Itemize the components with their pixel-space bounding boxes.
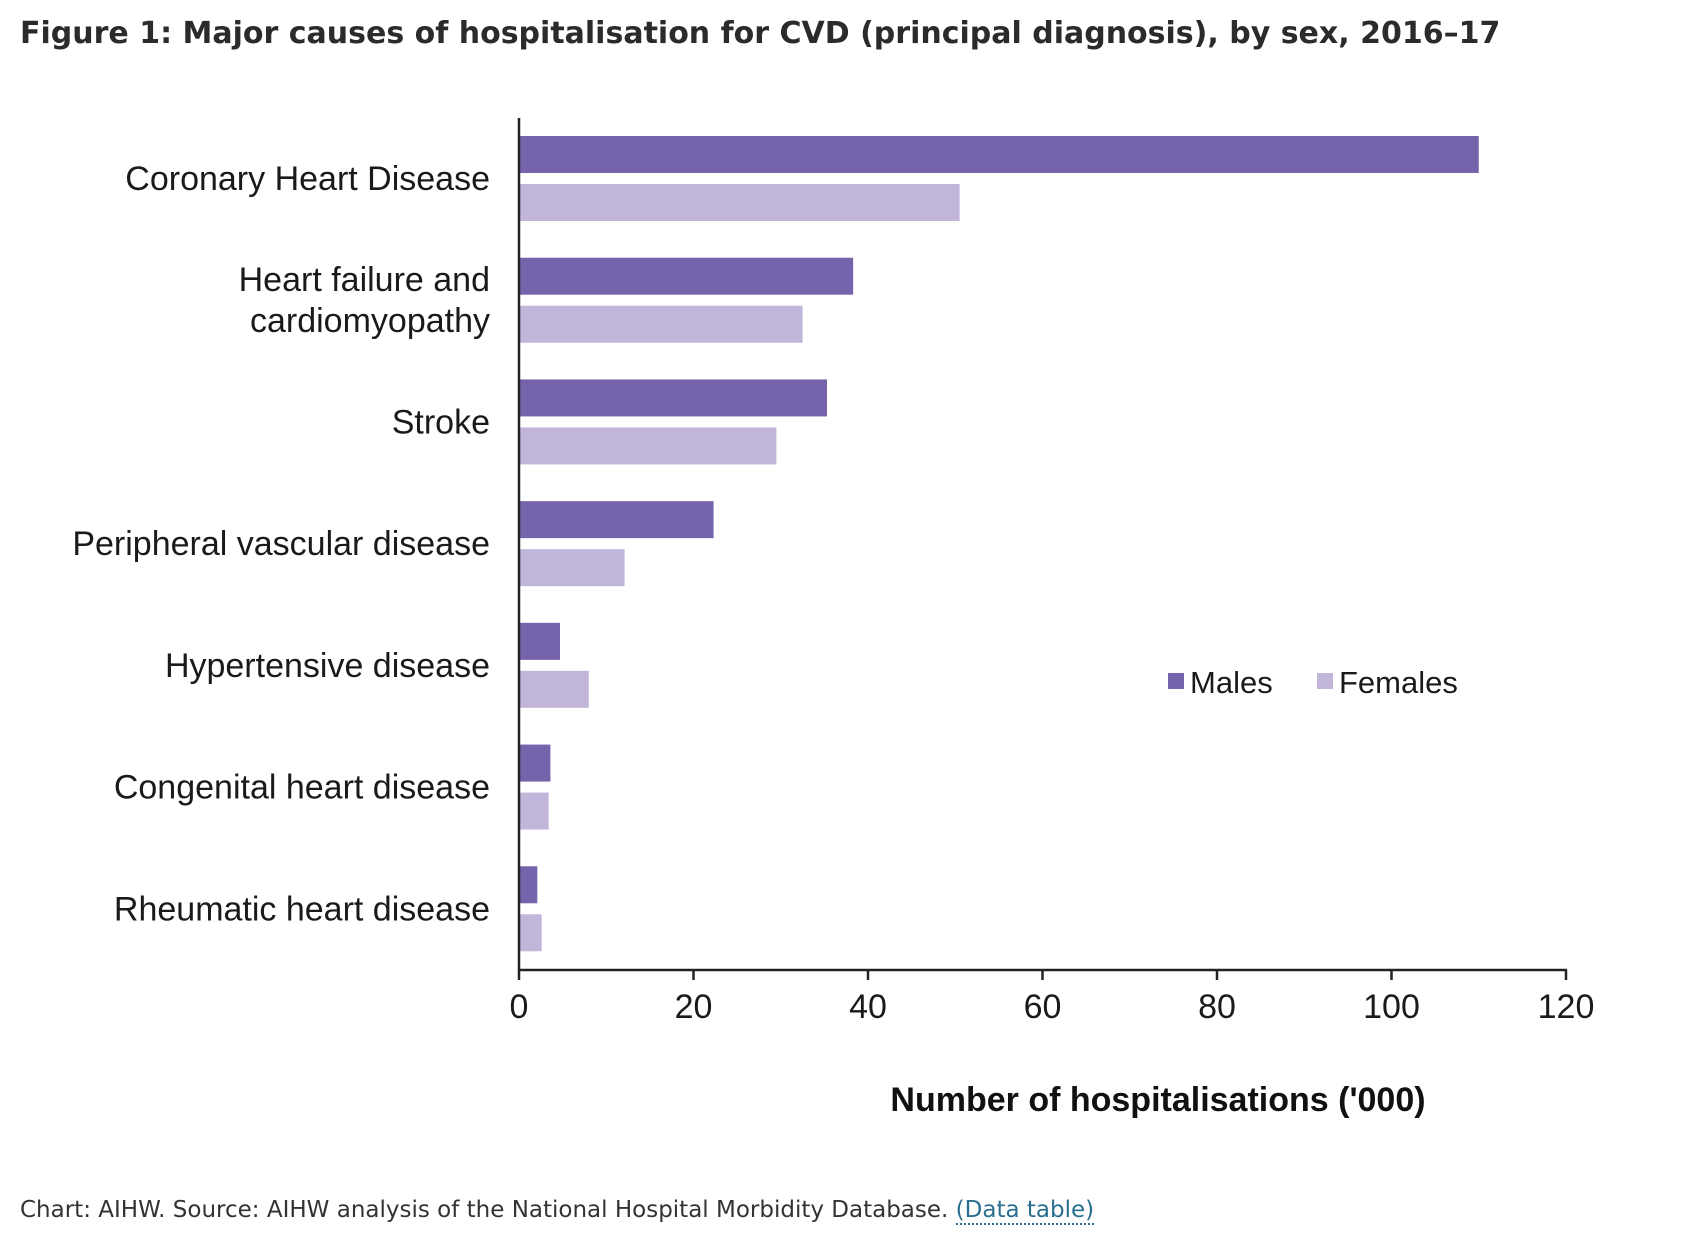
legend-swatch-males (1168, 673, 1184, 689)
category-label-0-0: Coronary Heart Disease (125, 160, 490, 198)
x-axis-label: Number of hospitalisations ('000) (890, 1081, 1425, 1119)
bar-females-6 (519, 914, 542, 952)
bar-males-5 (519, 744, 551, 782)
category-label-1-1: cardiomyopathy (250, 302, 490, 340)
caption-text: Chart: AIHW. Source: AIHW analysis of th… (20, 1197, 949, 1223)
legend-swatch-females (1317, 673, 1333, 689)
bar-males-2 (519, 379, 827, 417)
x-tick-label-40: 40 (849, 988, 887, 1026)
bar-females-5 (519, 792, 549, 830)
x-tick-label-60: 60 (1024, 988, 1062, 1026)
figure-title: Figure 1: Major causes of hospitalisatio… (20, 16, 1501, 51)
bar-females-4 (519, 670, 589, 708)
category-label-5-0: Congenital heart disease (114, 769, 490, 807)
bar-females-0 (519, 184, 960, 221)
bar-females-3 (519, 549, 625, 587)
x-tick-label-20: 20 (675, 988, 713, 1026)
category-label-6-0: Rheumatic heart disease (114, 890, 490, 928)
bars-group (519, 136, 1479, 952)
category-label-4-0: Hypertensive disease (165, 647, 490, 685)
x-axis-ticks: 0 20 40 60 80 100 120 (510, 970, 1595, 1026)
bar-males-3 (519, 501, 714, 539)
bar-females-2 (519, 427, 777, 465)
x-tick-label-0: 0 (510, 988, 529, 1026)
bar-males-1 (519, 257, 854, 295)
category-labels: Coronary Heart Disease Heart failure andc… (72, 160, 490, 928)
bar-males-6 (519, 866, 538, 904)
x-tick-label-80: 80 (1198, 988, 1236, 1026)
legend: Males Females (1168, 665, 1458, 700)
legend-label-females: Females (1339, 665, 1458, 700)
legend-label-males: Males (1190, 665, 1273, 700)
bar-males-4 (519, 622, 561, 660)
data-table-link[interactable]: (Data table) (955, 1197, 1095, 1225)
bar-females-1 (519, 305, 803, 343)
category-label-3-0: Peripheral vascular disease (72, 525, 490, 563)
chart-caption: Chart: AIHW. Source: AIHW analysis of th… (20, 1197, 1095, 1225)
x-tick-label-120: 120 (1538, 988, 1595, 1026)
category-label-2-0: Stroke (392, 403, 490, 441)
category-label-1-0: Heart failure and (239, 261, 490, 299)
x-tick-label-100: 100 (1363, 988, 1420, 1026)
bar-males-0 (519, 136, 1479, 173)
axes-group (517, 118, 1567, 972)
